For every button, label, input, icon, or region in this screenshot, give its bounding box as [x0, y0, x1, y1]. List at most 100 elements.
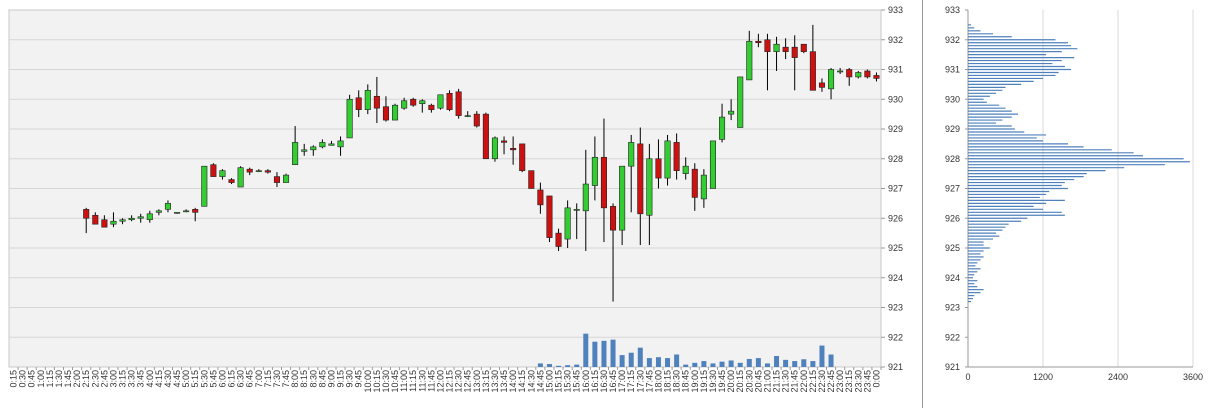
candle-body — [709, 140, 716, 189]
candle-body — [582, 183, 589, 212]
volume-bar — [728, 360, 734, 367]
candle-body — [110, 220, 117, 225]
volume-bar — [719, 361, 725, 367]
candle-body — [246, 168, 253, 173]
x-tick-label: 12:30 — [454, 370, 464, 393]
volume-bar — [692, 362, 698, 367]
candle-body — [818, 82, 825, 88]
x-tick-label: 13:15 — [481, 370, 491, 393]
candle-body — [782, 46, 789, 52]
y-tick-label: 928 — [888, 154, 903, 164]
x-tick-label: 6:45 — [245, 370, 255, 388]
candle-body — [528, 170, 535, 189]
candle-body — [837, 70, 844, 73]
candle-body — [219, 170, 226, 177]
x-tick-label: 19:15 — [699, 370, 709, 393]
candle-body — [446, 93, 453, 110]
candle-body — [155, 210, 162, 213]
x-tick-label: 5:15 — [190, 370, 200, 388]
x-tick-label: 12:00 — [435, 370, 445, 393]
candle-body — [755, 40, 762, 44]
x-tick-label: 0:45 — [27, 370, 37, 388]
x-tick-label: 1:45 — [63, 370, 73, 388]
x-tick-label: 15:00 — [544, 370, 554, 393]
candle-body — [491, 137, 498, 160]
volume-bar — [583, 333, 589, 367]
x-tick-label: 16:15 — [590, 370, 600, 393]
x-tick-label: 11:00 — [399, 370, 409, 392]
candle-body — [255, 170, 262, 172]
candle-body — [410, 98, 417, 106]
x-tick-label: 9:00 — [326, 370, 336, 388]
candle-body — [401, 100, 408, 109]
volume-bar — [546, 364, 552, 367]
volume-bar — [737, 362, 743, 367]
x-tick-label: 14:15 — [517, 370, 527, 393]
x-tick-label: 22:30 — [817, 370, 827, 393]
x-tick-label: 19:45 — [717, 370, 727, 393]
x-tick-label: 21:45 — [790, 370, 800, 393]
y-tick-label: 930 — [945, 94, 960, 104]
candle-body — [301, 149, 308, 152]
y-tick-label: 924 — [888, 273, 903, 283]
x-tick-label: 10:30 — [381, 370, 391, 393]
x-tick-label: 16:30 — [599, 370, 609, 393]
x-tick-label: 6:15 — [227, 370, 237, 388]
x-tick-label: 15:45 — [572, 370, 582, 393]
x-tick-label: 1:00 — [36, 370, 46, 388]
candle-body — [610, 206, 617, 231]
candle-body — [628, 142, 635, 167]
candle-body — [537, 189, 544, 206]
x-tick-label: 15:30 — [563, 370, 573, 393]
candle-body — [319, 142, 326, 148]
x-tick-label: 10:15 — [372, 370, 382, 393]
volume-bar — [710, 363, 716, 367]
candle-body — [273, 176, 280, 183]
candle-body — [719, 116, 726, 140]
candle-body — [573, 209, 580, 211]
x-tick-label: 21:15 — [772, 370, 782, 393]
x-tick-label: 12:45 — [463, 370, 473, 393]
candle-body — [737, 76, 744, 128]
y-tick-label: 931 — [888, 65, 903, 75]
x-tick-label: 14:00 — [508, 370, 518, 393]
volume-bar — [665, 358, 671, 367]
x-tick-label: 20:45 — [753, 370, 763, 393]
x-tick-label: 7:15 — [263, 370, 273, 388]
volume-bar — [628, 352, 634, 367]
candle-body — [310, 146, 317, 151]
y-tick-label: 922 — [945, 332, 960, 342]
volume-bar — [819, 345, 825, 367]
candle-body — [637, 143, 644, 215]
y-tick-label: 923 — [945, 303, 960, 313]
x-tick-label: 1200 — [1033, 372, 1053, 382]
candle-body — [201, 165, 208, 207]
candle-body — [855, 72, 862, 78]
y-tick-label: 932 — [945, 35, 960, 45]
x-tick-label: 0:00 — [871, 370, 881, 388]
x-tick-label: 2:15 — [81, 370, 91, 388]
volume-bar — [683, 364, 689, 367]
x-tick-label: 16:00 — [581, 370, 591, 393]
x-tick-label: 14:30 — [526, 370, 536, 393]
candlestick-chart: 933 932 931 930 929 928 927 926 925 924 923 922 921 0… — [8, 5, 903, 393]
candle-body — [83, 209, 90, 219]
volume-bar — [701, 361, 707, 367]
x-tick-label: 13:00 — [472, 370, 482, 393]
candle-body — [364, 90, 371, 110]
x-tick-label: 18:45 — [681, 370, 691, 393]
x-tick-label: 23:00 — [835, 370, 845, 393]
x-tick-label: 3:00 — [108, 370, 118, 388]
candle-body — [564, 207, 571, 240]
x-tick-label: 19:30 — [708, 370, 718, 393]
y-tick-label: 933 — [945, 5, 960, 15]
candle-body — [501, 140, 508, 143]
x-tick-label: 4:45 — [172, 370, 182, 388]
candle-body — [809, 51, 816, 91]
candle-body — [791, 46, 798, 58]
candle-body — [700, 174, 707, 200]
candle-body — [92, 214, 99, 225]
y-tick-label: 921 — [945, 362, 960, 372]
candle-body — [646, 158, 653, 216]
x-tick-label: 9:45 — [354, 370, 364, 388]
